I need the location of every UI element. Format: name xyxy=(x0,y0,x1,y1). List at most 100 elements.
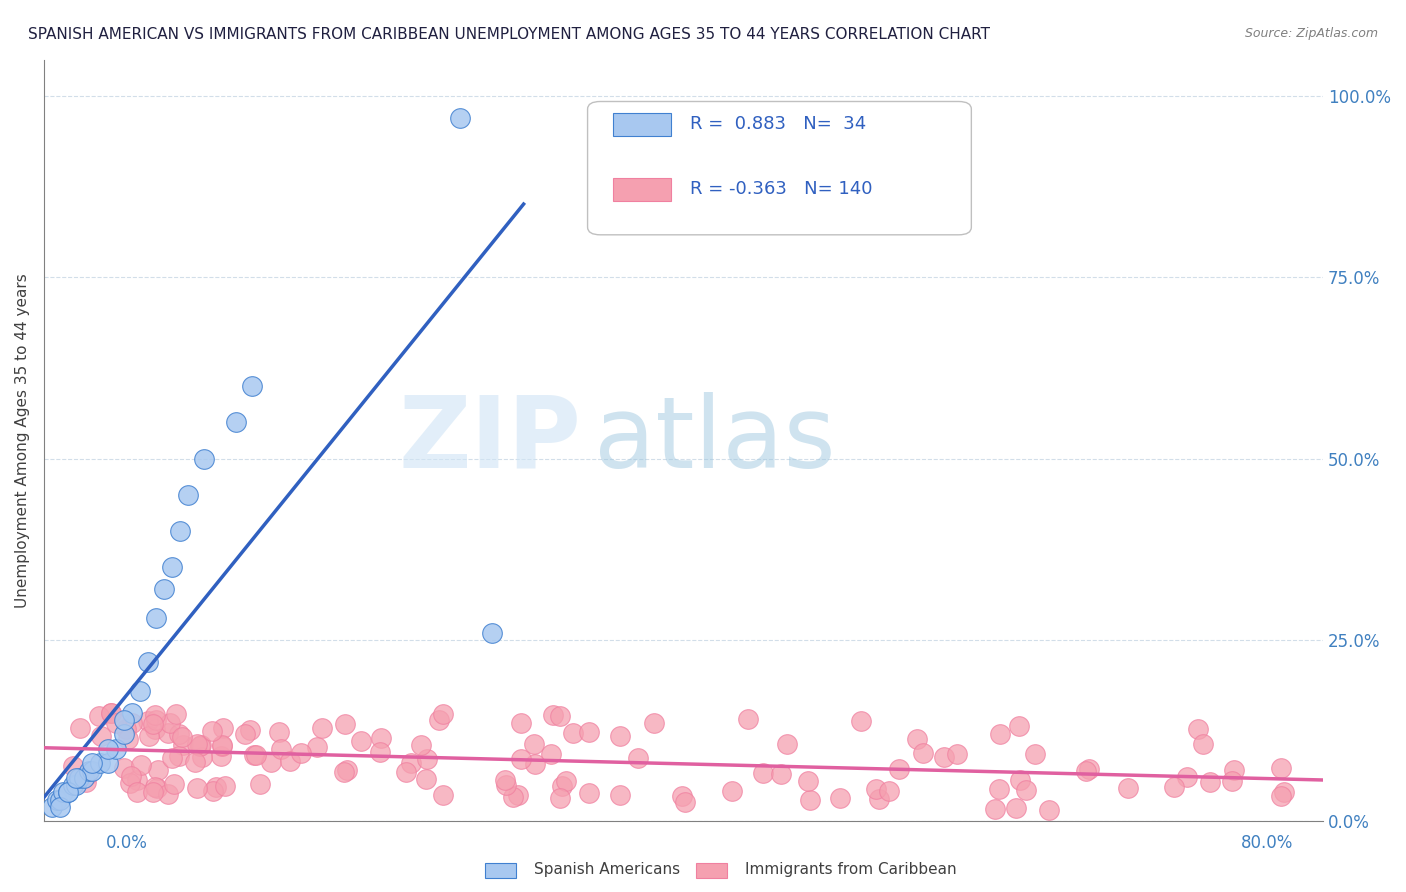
Point xyxy=(609,729,631,743)
Point xyxy=(165,706,187,721)
Point xyxy=(984,802,1007,816)
Point xyxy=(551,779,574,793)
Point xyxy=(502,789,524,804)
Point xyxy=(146,763,169,777)
Point xyxy=(89,709,111,723)
Point xyxy=(1175,771,1198,785)
Point xyxy=(239,723,262,737)
Point xyxy=(143,708,166,723)
Point xyxy=(100,706,122,720)
Point xyxy=(49,800,72,814)
Point xyxy=(225,415,247,429)
Point xyxy=(543,707,565,722)
Point xyxy=(415,752,437,766)
Point xyxy=(167,727,190,741)
Point xyxy=(988,782,1011,797)
Point xyxy=(506,788,529,802)
Point xyxy=(136,655,159,669)
Point xyxy=(1038,803,1060,817)
Point xyxy=(62,778,84,792)
Point xyxy=(495,778,517,792)
Point xyxy=(75,775,97,789)
Point xyxy=(121,716,143,731)
Point xyxy=(49,792,72,806)
Point xyxy=(160,751,183,765)
Point xyxy=(163,777,186,791)
Point xyxy=(145,611,167,625)
Point xyxy=(97,756,120,771)
Point xyxy=(129,757,152,772)
Point xyxy=(156,726,179,740)
Point xyxy=(523,757,546,772)
Point xyxy=(136,714,159,729)
Point xyxy=(737,712,759,726)
Point xyxy=(191,750,214,764)
Point xyxy=(409,738,432,752)
Point xyxy=(946,747,969,761)
Text: Source: ZipAtlas.com: Source: ZipAtlas.com xyxy=(1244,27,1378,40)
Point xyxy=(114,722,136,736)
Point xyxy=(643,716,665,731)
Point xyxy=(797,773,820,788)
Y-axis label: Unemployment Among Ages 35 to 44 years: Unemployment Among Ages 35 to 44 years xyxy=(15,273,30,607)
Bar xyxy=(613,113,671,136)
Point xyxy=(112,761,135,775)
Point xyxy=(145,713,167,727)
Point xyxy=(562,726,585,740)
Point xyxy=(333,717,356,731)
Point xyxy=(415,772,437,786)
Point xyxy=(1272,784,1295,798)
Point xyxy=(112,713,135,727)
Text: Spanish Americans: Spanish Americans xyxy=(534,863,681,877)
Point xyxy=(912,746,935,760)
Point xyxy=(143,780,166,795)
Point xyxy=(494,773,516,788)
Point xyxy=(77,764,100,778)
Point xyxy=(1005,801,1028,815)
Point xyxy=(193,451,215,466)
Point xyxy=(1163,780,1185,794)
Point xyxy=(1015,783,1038,797)
Point xyxy=(1008,773,1031,788)
Point xyxy=(97,742,120,756)
Point xyxy=(1270,761,1292,775)
Point xyxy=(1198,774,1220,789)
Point xyxy=(56,785,79,799)
Point xyxy=(211,738,233,752)
Point xyxy=(868,792,890,806)
Point xyxy=(138,730,160,744)
Point xyxy=(1220,774,1243,789)
Point xyxy=(828,790,851,805)
Point xyxy=(432,789,454,803)
Text: 0.0%: 0.0% xyxy=(105,834,148,852)
Point xyxy=(770,767,793,781)
Point xyxy=(125,772,148,787)
Point xyxy=(1187,723,1209,737)
Point xyxy=(851,714,873,728)
Point xyxy=(76,768,98,782)
Point xyxy=(201,723,224,738)
Text: SPANISH AMERICAN VS IMMIGRANTS FROM CARIBBEAN UNEMPLOYMENT AMONG AGES 35 TO 44 Y: SPANISH AMERICAN VS IMMIGRANTS FROM CARI… xyxy=(28,27,990,42)
Point xyxy=(1116,780,1139,795)
Point xyxy=(1270,789,1292,804)
Point xyxy=(211,739,233,754)
Point xyxy=(865,782,887,797)
Point xyxy=(673,795,696,809)
Point xyxy=(160,560,183,574)
Point xyxy=(142,716,165,731)
Point xyxy=(548,791,571,805)
Point xyxy=(186,780,208,795)
Point xyxy=(510,752,533,766)
Point xyxy=(449,111,471,125)
Point xyxy=(190,738,212,752)
Point xyxy=(305,740,328,755)
Point xyxy=(128,683,150,698)
Point xyxy=(578,786,600,800)
Point xyxy=(1222,764,1244,778)
Point xyxy=(368,744,391,758)
Point xyxy=(336,763,359,777)
Point xyxy=(671,789,693,803)
Point xyxy=(1191,737,1213,751)
Point xyxy=(121,706,143,720)
Point xyxy=(41,800,63,814)
